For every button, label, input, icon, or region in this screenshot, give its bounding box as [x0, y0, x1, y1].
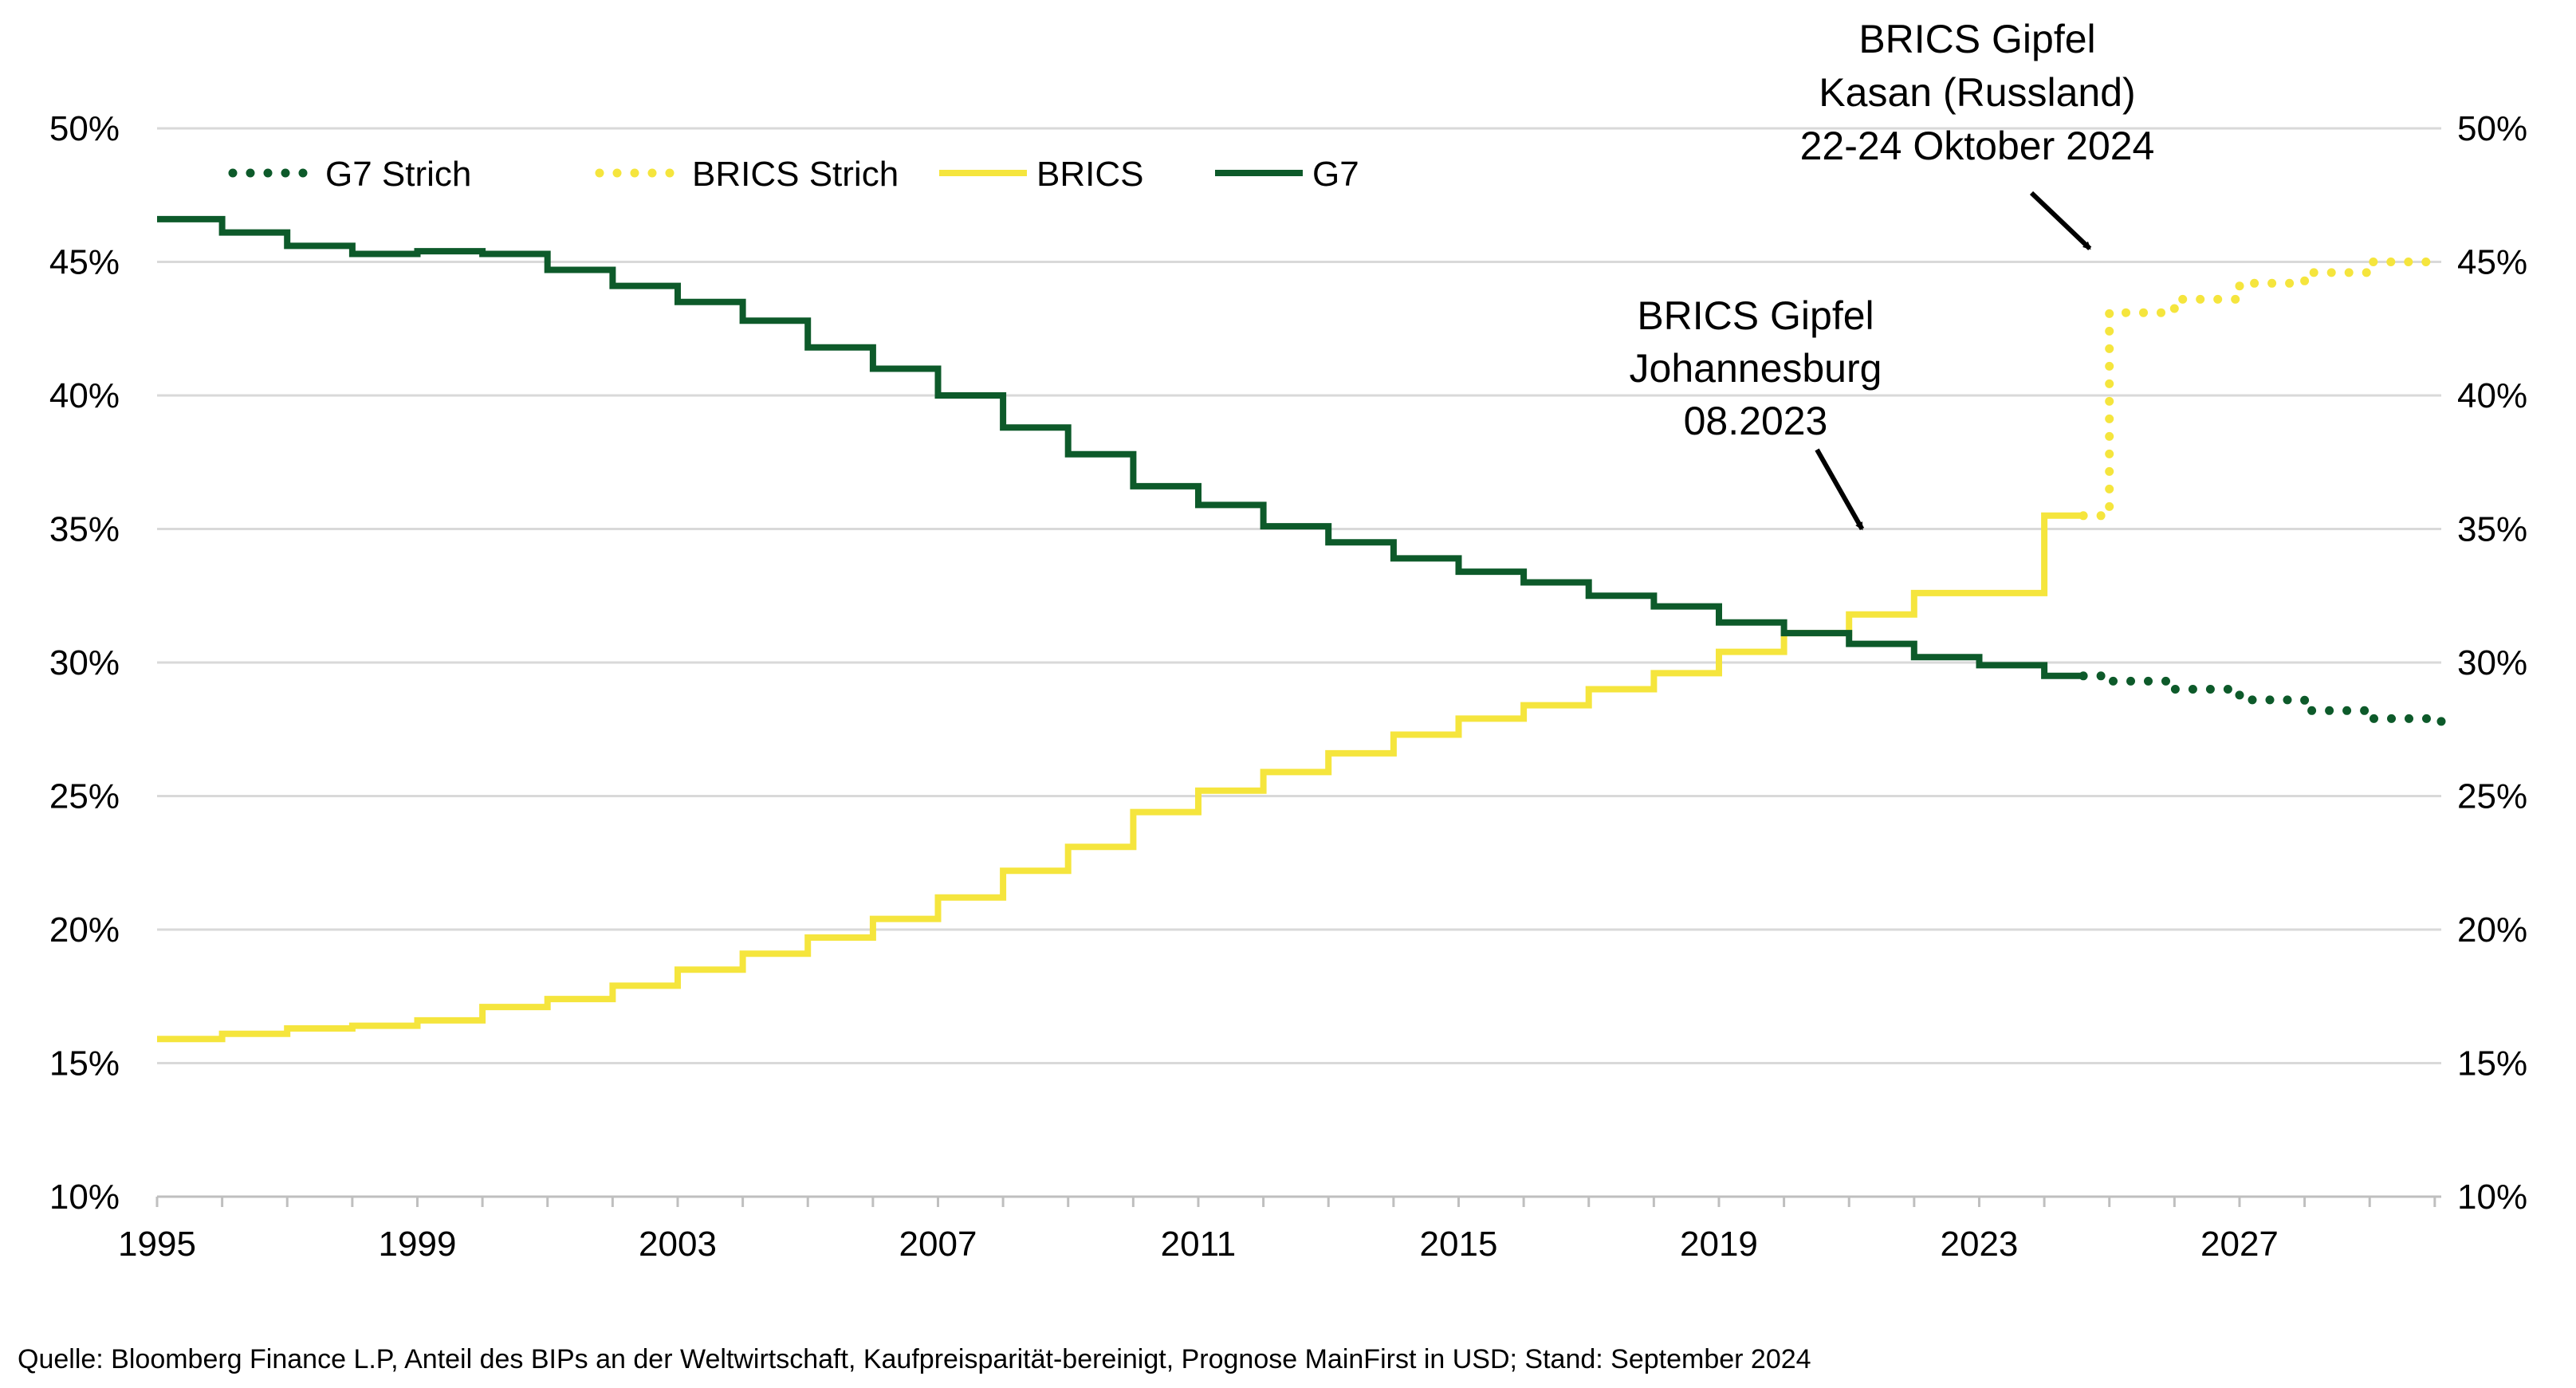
- x-tick-label: 1999: [379, 1225, 457, 1264]
- axes: [155, 1195, 2441, 1207]
- y-tick-label-left: 10%: [49, 1178, 120, 1217]
- legend-label-brics-strich: BRICS Strich: [692, 155, 899, 194]
- series-layer: [157, 215, 2446, 1043]
- legend: G7 Strich BRICS Strich BRICS G7: [228, 155, 1359, 194]
- annotation-arrow: [2029, 191, 2092, 250]
- x-tick-label: 2015: [1420, 1225, 1498, 1264]
- y-tick-label-left: 30%: [49, 643, 120, 682]
- y-tick-label-right: 15%: [2457, 1044, 2527, 1083]
- gridlines: [157, 127, 2441, 1064]
- legend-label-brics: BRICS: [1036, 155, 1143, 194]
- series-line-brics-strich: [2078, 258, 2446, 521]
- series-line-g7-strich: [2078, 671, 2446, 737]
- y-tick-label-right: 25%: [2457, 777, 2527, 816]
- y-tick-label-right: 10%: [2457, 1178, 2527, 1217]
- series-line-brics: [157, 512, 2084, 1043]
- annotation-text: 08.2023: [1684, 399, 1828, 443]
- annotation-text: Kasan (Russland): [1819, 70, 2135, 115]
- y-tick-label-right: 35%: [2457, 510, 2527, 549]
- x-axis: 1995 1999 2003 2007 2011 2015 2019 2023 2027: [118, 1225, 2279, 1264]
- y-tick-label-right: 30%: [2457, 643, 2527, 682]
- x-tick-label: 2023: [1941, 1225, 2019, 1264]
- annotations: BRICS Gipfel Johannesburg 08.2023 BRICS Gip…: [1630, 17, 2155, 531]
- annotation-arrow: [1815, 448, 1865, 531]
- x-tick-label: 2007: [899, 1225, 977, 1264]
- y-tick-label-left: 40%: [49, 376, 120, 415]
- x-tick-label: 1995: [118, 1225, 196, 1264]
- y-tick-label-left: 25%: [49, 777, 120, 816]
- series-line-g7: [157, 215, 2084, 679]
- annotation-text: BRICS Gipfel: [1637, 293, 1874, 338]
- y-tick-label-left: 45%: [49, 243, 120, 282]
- x-tick-label: 2019: [1680, 1225, 1758, 1264]
- legend-label-g7: G7: [1312, 155, 1359, 194]
- annotation-text: 22-24 Oktober 2024: [1800, 124, 2155, 168]
- y-tick-label-left: 20%: [49, 910, 120, 950]
- x-tick-label: 2027: [2200, 1225, 2279, 1264]
- y-tick-label-left: 35%: [49, 510, 120, 549]
- y-tick-label-left: 15%: [49, 1044, 120, 1083]
- annotation-text: BRICS Gipfel: [1858, 17, 2095, 61]
- legend-label-g7-strich: G7 Strich: [325, 155, 471, 194]
- y-axis-right: 10% 15% 20% 25% 30% 35% 40% 45% 50%: [2457, 109, 2527, 1217]
- x-tick-label: 2003: [639, 1225, 717, 1264]
- y-tick-label-right: 45%: [2457, 243, 2527, 282]
- y-tick-label-right: 40%: [2457, 376, 2527, 415]
- y-tick-label-left: 50%: [49, 109, 120, 148]
- x-tick-label: 2011: [1161, 1225, 1237, 1264]
- source-note: Quelle: Bloomberg Finance L.P, Anteil de…: [18, 1344, 1811, 1374]
- y-axis-left: 10% 15% 20% 25% 30% 35% 40% 45% 50%: [49, 109, 120, 1217]
- y-tick-label-right: 20%: [2457, 910, 2527, 950]
- annotation-text: Johannesburg: [1630, 346, 1882, 391]
- y-tick-label-right: 50%: [2457, 109, 2527, 148]
